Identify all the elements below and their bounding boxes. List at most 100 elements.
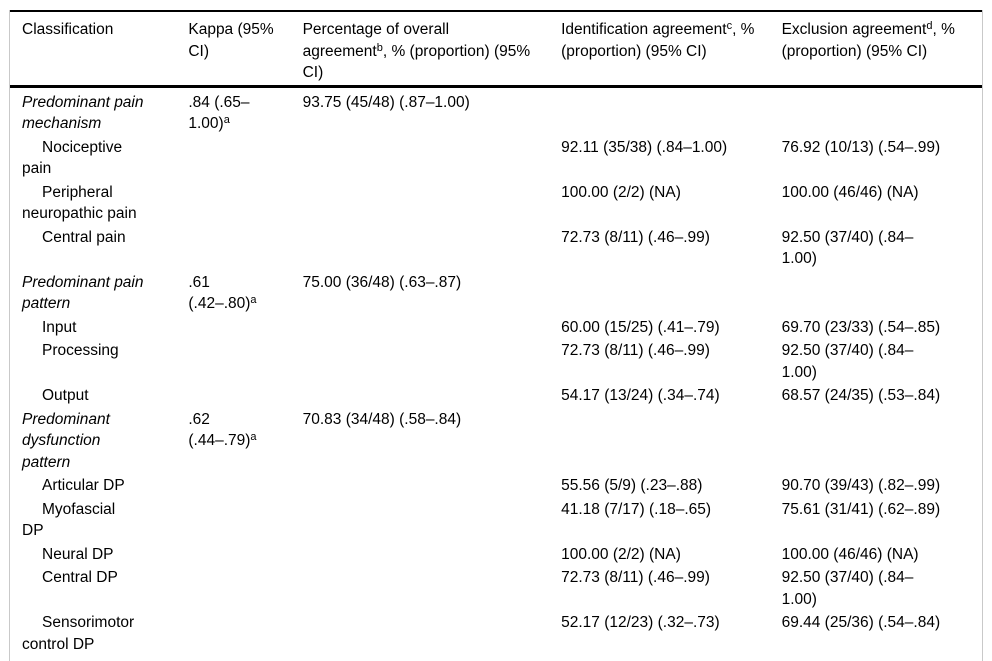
identification-agreement-cell: 60.00 (15/25) (.41–.79) [561, 318, 720, 336]
footnote-marker: c [726, 20, 733, 32]
overall-agreement-cell [303, 610, 562, 661]
exclusion-agreement-cell: 69.70 (23/33) (.54–.85) [781, 318, 941, 336]
exclusion-agreement-cell [782, 270, 982, 315]
classification-cell: Neural DP [10, 542, 188, 566]
exclusion-agreement-cell [782, 86, 982, 135]
row-label-line: dysfunction [22, 432, 101, 449]
row-label-line: Predominant pain [22, 93, 144, 111]
kappa-cell [188, 338, 302, 383]
table-header: Classification Kappa (95% CI) Percentage of… [10, 11, 982, 88]
identification-agreement-cell: 72.73 (8/11) (.46–.99) [561, 342, 710, 359]
row-label-line: pain [22, 160, 52, 177]
classification-cell: Input [10, 315, 188, 339]
identification-agreement-cell: 54.17 (13/24) (.34–.74) [561, 387, 720, 404]
overall-agreement-cell [303, 383, 562, 407]
exclusion-agreement-cell: 69.44 (25/36) (.54–.84) [781, 614, 941, 631]
table-row: Central DP 72.73 (8/11) (.46–.99) 92.50 (3… [10, 565, 982, 610]
footnote-marker: a [250, 431, 257, 443]
table-row: Sensorimotor control DP 52.17 (12/23) (.32… [10, 610, 982, 661]
exclusion-agreement-cell [782, 407, 982, 474]
exclusion-agreement-cell: 100.00 (46/46) (NA) [781, 183, 919, 201]
classification-cell: Sensorimotor control DP [10, 610, 188, 661]
row-label-line: Nociceptive [42, 138, 123, 156]
row-label-line: Sensorimotor [42, 614, 135, 631]
row-label-line: Articular DP [42, 477, 125, 494]
overall-agreement-cell: 75.00 (36/48) (.63–.87) [302, 273, 462, 291]
row-label-line: Output [42, 387, 89, 404]
footnote-marker: d [926, 20, 933, 32]
table-row: Central pain 72.73 (8/11) (.46–.99) 92.50 … [10, 225, 982, 270]
footnote-marker: b [376, 41, 383, 54]
column-header-kappa: Kappa (95% CI) [188, 11, 303, 88]
identification-agreement-cell: 41.18 (7/17) (.18–.65) [561, 500, 712, 518]
row-label-line: Central pain [42, 228, 126, 246]
classification-cell: Central pain [10, 225, 188, 270]
kappa-cell: .61 (.42–.80)a [188, 273, 257, 313]
classification-cell: Output [10, 383, 188, 407]
overall-agreement-cell [303, 542, 562, 566]
row-label-line: Neural DP [42, 545, 114, 563]
column-header-overall-agreement: Percentage of overall agreementb, % (prop… [302, 11, 562, 88]
exclusion-agreement-cell: 68.57 (24/35) (.53–.84) [781, 387, 941, 404]
identification-agreement-cell: 72.73 (8/11) (.46–.99) [561, 569, 710, 586]
kappa-cell [188, 225, 302, 270]
kappa-cell [188, 542, 302, 566]
kappa-cell: .62 (.44–.79)a [188, 410, 257, 450]
row-label-line: Central DP [42, 569, 118, 586]
table-row: Peripheral neuropathic pain 100.00 (2/2) (… [10, 180, 982, 225]
row-label-line: Predominant pain [22, 273, 144, 291]
overall-agreement-cell [303, 473, 562, 497]
row-label-line: control DP [22, 635, 95, 653]
classification-cell: Predominant dysfunction pattern [10, 407, 188, 474]
column-header-exclusion-agreement: Exclusion agreementd, % (proportion) (95%… [781, 11, 982, 88]
exclusion-agreement-cell: 92.50 (37/40) (.84– 1.00) [781, 342, 914, 381]
table-row: Articular DP 55.56 (5/9) (.23–.88) 90.70 (… [10, 473, 982, 497]
identification-agreement-cell: 52.17 (12/23) (.32–.73) [561, 614, 720, 631]
identification-agreement-cell [561, 407, 781, 474]
overall-agreement-cell [303, 315, 562, 339]
row-label-line: Myofascial [42, 500, 116, 518]
kappa-cell [188, 497, 302, 542]
row-label-line: mechanism [22, 115, 102, 132]
overall-agreement-cell [303, 225, 562, 270]
kappa-cell [188, 565, 302, 610]
classification-cell: Predominant pain mechanism [10, 86, 188, 135]
kappa-cell [188, 135, 302, 180]
row-label-line: Input [42, 318, 77, 336]
identification-agreement-cell [561, 86, 781, 135]
row-label-line: pattern [22, 453, 71, 471]
identification-agreement-cell: 100.00 (2/2) (NA) [561, 183, 681, 201]
table-row: Nociceptive pain 92.11 (35/38) (.84–1.00) 7… [10, 135, 982, 180]
row-label-line: Processing [42, 342, 119, 359]
row-label-line: Predominant [22, 410, 110, 428]
exclusion-agreement-cell: 90.70 (39/43) (.82–.99) [781, 477, 941, 494]
kappa-cell [188, 383, 302, 407]
overall-agreement-cell [303, 180, 562, 225]
identification-agreement-cell: 92.11 (35/38) (.84–1.00) [561, 138, 728, 156]
table-row: Predominant pain mechanism .84 (.65– 1.00)a… [10, 86, 982, 135]
exclusion-agreement-cell: 75.61 (31/41) (.62–.89) [781, 500, 941, 518]
kappa-cell [188, 315, 302, 339]
identification-agreement-cell [561, 270, 781, 315]
table-body: Predominant pain mechanism .84 (.65– 1.00)a… [10, 86, 982, 661]
overall-agreement-cell: 70.83 (34/48) (.58–.84) [302, 410, 462, 428]
overall-agreement-cell [303, 565, 562, 610]
page-sheet: Classification Kappa (95% CI) Percentage of… [9, 10, 983, 661]
footnote-marker: a [223, 114, 230, 126]
table-row: Processing 72.73 (8/11) (.46–.99) 92.50 (3… [10, 338, 982, 383]
row-label-line: neuropathic pain [22, 205, 137, 222]
classification-cell: Predominant pain pattern [10, 270, 188, 315]
column-header-identification-agreement: Identification agreementc, % (proportion)… [561, 11, 782, 88]
row-label-line: Peripheral [42, 183, 113, 201]
column-header-classification: Classification [10, 11, 189, 88]
overall-agreement-cell: 93.75 (45/48) (.87–1.00) [302, 93, 470, 111]
kappa-cell [188, 180, 302, 225]
identification-agreement-cell: 55.56 (5/9) (.23–.88) [561, 477, 703, 494]
overall-agreement-cell [303, 135, 562, 180]
table-row: Myofascial DP 41.18 (7/17) (.18–.65) 75.61 … [10, 497, 982, 542]
exclusion-agreement-cell: 76.92 (10/13) (.54–.99) [781, 138, 941, 156]
classification-cell: Myofascial DP [10, 497, 188, 542]
footnote-marker: a [250, 294, 257, 306]
table-row: Predominant dysfunction pattern .62 (.44–.79… [10, 407, 982, 474]
table-row: Predominant pain pattern .61 (.42–.80)a 75.0… [10, 270, 982, 315]
